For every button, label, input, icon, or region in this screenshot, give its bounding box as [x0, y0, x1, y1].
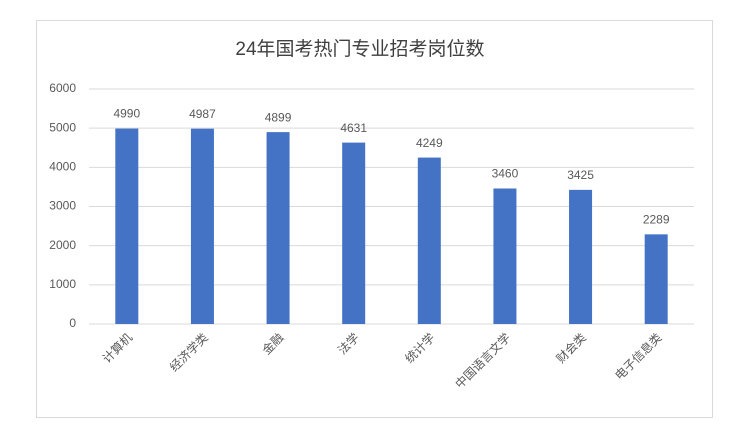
data-label: 4987: [189, 107, 216, 121]
data-label: 4990: [113, 107, 140, 121]
data-label: 3460: [492, 167, 519, 181]
bar: [342, 142, 366, 324]
data-label: 3425: [567, 168, 594, 182]
y-tick-label: 0: [69, 316, 76, 330]
y-tick-label: 1000: [49, 277, 76, 291]
y-tick-label: 5000: [49, 120, 76, 134]
y-tick-label: 3000: [49, 199, 76, 213]
chart-title: 24年国考热门专业招考岗位数: [235, 38, 484, 60]
data-label: 2289: [643, 213, 670, 227]
bar: [417, 157, 441, 324]
data-label: 4631: [340, 121, 367, 135]
chart-border: [36, 20, 713, 418]
bar: [266, 132, 290, 324]
y-tick-label: 4000: [49, 160, 76, 174]
bar: [569, 189, 593, 324]
data-label: 4899: [265, 110, 292, 124]
y-tick-label: 2000: [49, 238, 76, 252]
bar: [644, 234, 668, 324]
bar: [493, 188, 517, 324]
y-tick-label: 6000: [49, 81, 76, 95]
bar: [115, 128, 139, 324]
data-label: 4249: [416, 136, 443, 150]
bar: [190, 128, 214, 324]
